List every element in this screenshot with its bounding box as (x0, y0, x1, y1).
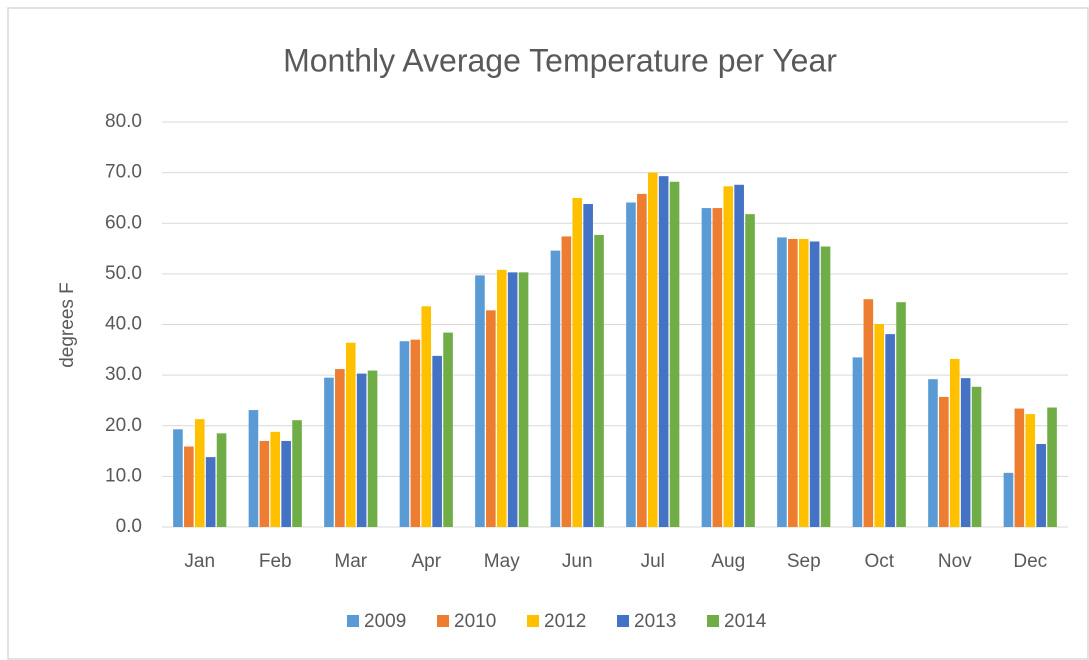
legend-swatch (527, 615, 539, 627)
bar (820, 246, 831, 527)
bar (1025, 414, 1036, 527)
bar (949, 358, 960, 527)
bar (637, 193, 647, 527)
bar (194, 419, 205, 527)
y-axis-label: degrees F (57, 282, 78, 368)
y-tick-label: 60.0 (105, 212, 142, 233)
y-tick-label: 10.0 (105, 465, 142, 486)
bar (367, 370, 378, 527)
bar (550, 250, 561, 527)
bar (205, 457, 216, 527)
bar (324, 377, 334, 527)
bar (561, 236, 572, 527)
bar (777, 237, 787, 528)
bar (669, 181, 680, 528)
legend-swatch (707, 615, 719, 627)
bar (486, 310, 496, 527)
bar (701, 208, 712, 527)
legend-label: 2013 (634, 611, 676, 632)
bar (809, 241, 820, 527)
y-tick-label: 70.0 (105, 162, 142, 183)
x-tick-label: Feb (259, 551, 292, 572)
bar (960, 378, 971, 527)
legend-label: 2010 (454, 611, 496, 632)
y-tick-label: 30.0 (105, 364, 142, 385)
bar (928, 379, 938, 527)
bar (896, 302, 906, 527)
bar (647, 172, 658, 527)
bar (292, 420, 302, 527)
bar (410, 339, 421, 527)
bar (734, 184, 744, 527)
bar (432, 355, 442, 527)
bar (798, 238, 809, 527)
bar (745, 214, 755, 527)
legend-swatch (347, 615, 359, 627)
x-tick-label: Jun (562, 551, 593, 572)
bar (496, 269, 507, 527)
bar (216, 433, 227, 527)
bar (971, 386, 982, 527)
bar (356, 373, 367, 527)
bar (475, 275, 485, 527)
bar (507, 272, 518, 527)
bar (1047, 407, 1057, 527)
bar (421, 306, 432, 527)
x-tick-label: Aug (711, 551, 745, 572)
x-tick-label: Dec (1013, 551, 1047, 572)
bar (270, 431, 281, 527)
bar (583, 204, 593, 527)
bar (594, 234, 604, 528)
bar (1036, 443, 1046, 527)
bar (345, 342, 356, 527)
bar (658, 176, 669, 527)
y-tick-label: 80.0 (105, 111, 142, 132)
bar (712, 208, 723, 527)
y-tick-label: 20.0 (105, 415, 142, 436)
legend-label: 2014 (724, 611, 767, 632)
bar (1003, 472, 1014, 527)
legend-swatch (617, 615, 629, 627)
bar (184, 446, 194, 527)
bar (572, 197, 583, 527)
legend-label: 2009 (364, 611, 406, 632)
bar (885, 334, 895, 527)
bar (863, 299, 874, 527)
y-tick-label: 50.0 (105, 263, 142, 284)
bar (626, 202, 636, 527)
x-tick-label: Jul (641, 551, 665, 572)
x-tick-label: Apr (411, 551, 441, 572)
bar (399, 341, 410, 527)
x-tick-label: Sep (787, 551, 821, 572)
bar (443, 332, 453, 527)
bar (518, 272, 529, 527)
x-tick-label: Jan (184, 551, 215, 572)
bar (173, 429, 183, 527)
chart-title: Monthly Average Temperature per Year (283, 42, 837, 78)
x-tick-label: Mar (334, 551, 367, 572)
chart-frame (7, 7, 1089, 660)
bar (259, 440, 270, 527)
bar (852, 357, 863, 527)
bar (939, 396, 949, 527)
legend-swatch (437, 615, 449, 627)
y-tick-label: 40.0 (105, 314, 142, 335)
y-tick-label: 0.0 (116, 516, 142, 537)
bar (1014, 408, 1025, 527)
bar (281, 440, 291, 527)
x-tick-label: Oct (864, 551, 894, 572)
bar (335, 369, 345, 527)
bar (874, 323, 885, 527)
x-tick-label: May (484, 551, 520, 572)
bar (788, 238, 798, 527)
bar (723, 186, 734, 527)
legend-label: 2012 (544, 611, 586, 632)
x-tick-label: Nov (938, 551, 972, 572)
bar (248, 410, 259, 527)
